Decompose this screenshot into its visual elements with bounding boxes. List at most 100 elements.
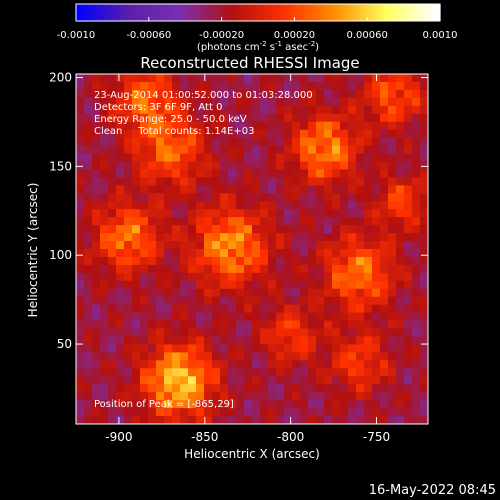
heatmap-cell: [212, 137, 221, 147]
heatmap-cell: [420, 320, 429, 330]
heatmap-cell: [388, 384, 397, 393]
heatmap-cell: [116, 272, 125, 282]
heatmap-cell: [348, 328, 357, 337]
heatmap-cell: [332, 304, 341, 314]
heatmap-cell: [324, 336, 333, 345]
heatmap-cell: [156, 161, 165, 170]
heatmap-cell: [412, 288, 421, 298]
heatmap-cell: [148, 89, 157, 99]
heatmap-cell: [156, 376, 165, 385]
heatmap-cell: [332, 185, 341, 194]
heatmap-cell: [276, 288, 285, 298]
heatmap-cell: [228, 74, 237, 83]
heatmap-cell: [396, 352, 405, 361]
heatmap-cell: [300, 344, 309, 353]
heatmap-cell: [92, 344, 101, 353]
heatmap-cell: [228, 193, 237, 202]
heatmap-cell: [284, 161, 293, 170]
heatmap-cell: [156, 145, 165, 155]
heatmap-cell: [276, 400, 285, 409]
colorbar-cell: [300, 4, 305, 21]
heatmap-cell: [252, 241, 261, 250]
heatmap-cell: [84, 169, 93, 178]
heatmap-cell: [332, 400, 341, 409]
heatmap-cell: [140, 105, 149, 115]
colorbar-cell: [340, 4, 345, 21]
heatmap-cell: [292, 97, 301, 107]
heatmap-cell: [252, 256, 261, 266]
heatmap-cell: [100, 384, 109, 393]
heatmap-cell: [348, 408, 357, 417]
heatmap-cell: [76, 384, 85, 393]
heatmap-cell: [388, 169, 397, 178]
heatmap-cell: [372, 304, 381, 314]
heatmap-cell: [316, 264, 325, 274]
heatmap-cell: [188, 296, 197, 306]
heatmap-cell: [140, 113, 149, 123]
heatmap-cell: [244, 89, 253, 99]
heatmap-cell: [276, 145, 285, 155]
heatmap-cell: [100, 121, 109, 131]
heatmap-cell: [260, 320, 269, 330]
heatmap-cell: [420, 193, 429, 202]
heatmap-cell: [308, 264, 317, 274]
heatmap-cell: [220, 280, 229, 290]
heatmap-cell: [388, 392, 397, 401]
heatmap-cell: [236, 280, 245, 290]
heatmap-cell: [356, 121, 365, 131]
heatmap-cell: [412, 185, 421, 194]
heatmap-cell: [404, 209, 413, 218]
heatmap-cell: [388, 241, 397, 250]
heatmap-cell: [132, 153, 141, 162]
heatmap-cell: [268, 201, 277, 210]
heatmap-cell: [420, 209, 429, 218]
heatmap-cell: [260, 121, 269, 131]
heatmap-cell: [236, 233, 245, 242]
heatmap-cell: [156, 153, 165, 162]
heatmap-cell: [116, 344, 125, 353]
heatmap-cell: [188, 233, 197, 242]
heatmap-cell: [420, 280, 429, 290]
heatmap-cell: [220, 161, 229, 170]
heatmap-cell: [228, 97, 237, 107]
heatmap-cell: [236, 129, 245, 139]
heatmap-cell: [276, 392, 285, 401]
heatmap-cell: [308, 153, 317, 162]
heatmap-cell: [332, 312, 341, 322]
heatmap-cell: [76, 249, 85, 258]
heatmap-cell: [372, 209, 381, 218]
heatmap-cell: [308, 74, 317, 83]
heatmap-cell: [396, 113, 405, 123]
heatmap-cell: [372, 249, 381, 258]
colorbar-cell: [312, 4, 317, 21]
heatmap-cell: [348, 121, 357, 131]
heatmap-cell: [260, 368, 269, 377]
heatmap-cell: [268, 249, 277, 258]
heatmap-cell: [300, 416, 309, 425]
heatmap-cell: [140, 81, 149, 91]
heatmap-cell: [276, 368, 285, 377]
heatmap-cell: [380, 272, 389, 282]
heatmap-cell: [76, 225, 85, 234]
heatmap-cell: [188, 97, 197, 107]
heatmap-cell: [228, 328, 237, 337]
heatmap-cell: [380, 113, 389, 123]
heatmap-cell: [268, 408, 277, 417]
heatmap-cell: [324, 280, 333, 290]
heatmap-cell: [84, 408, 93, 417]
heatmap-cell: [252, 328, 261, 337]
heatmap-cell: [164, 74, 173, 83]
y-tick-label: 200: [49, 71, 72, 85]
heatmap-cell: [164, 185, 173, 194]
heatmap-cell: [388, 408, 397, 417]
heatmap-cell: [92, 185, 101, 194]
heatmap-cell: [260, 400, 269, 409]
heatmap-cell: [252, 352, 261, 361]
heatmap-cell: [180, 129, 189, 139]
heatmap-cell: [148, 272, 157, 282]
heatmap-cell: [420, 105, 429, 115]
heatmap-cell: [380, 288, 389, 298]
heatmap-cell: [316, 312, 325, 322]
heatmap-cell: [164, 360, 173, 369]
heatmap-cell: [244, 249, 253, 258]
